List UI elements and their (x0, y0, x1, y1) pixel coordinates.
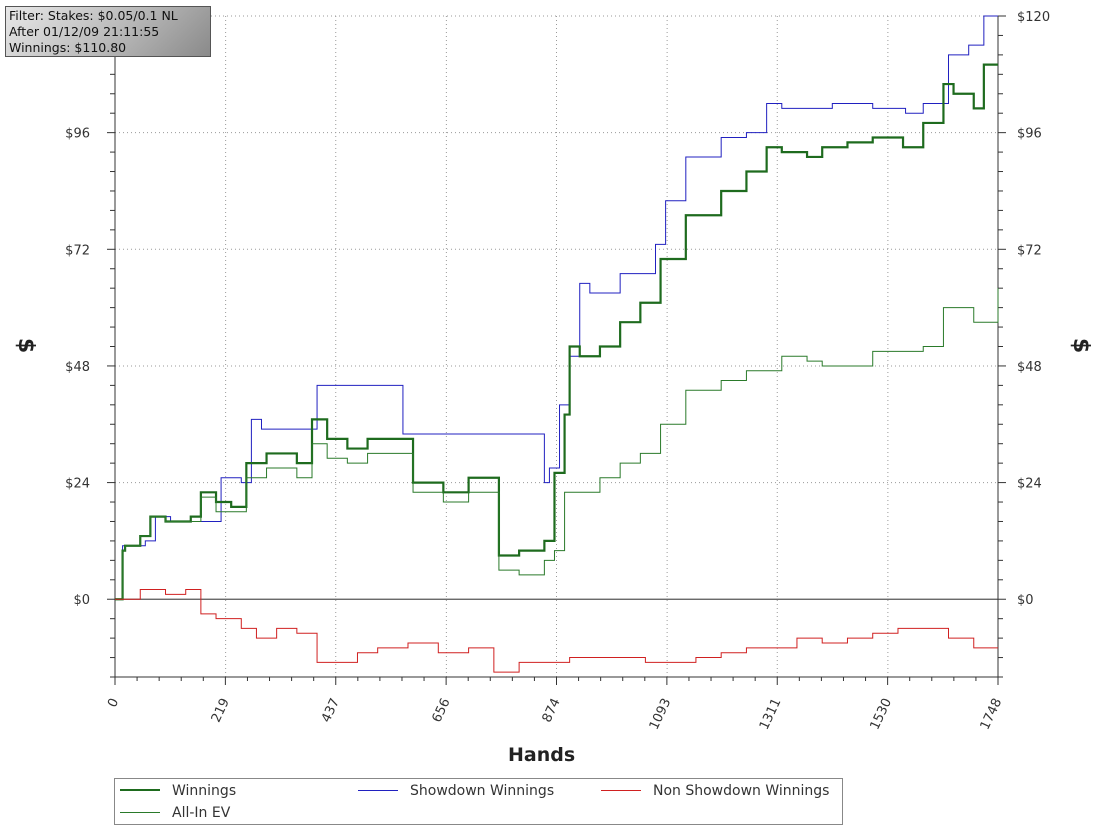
ticks: $0$0$24$24$48$48$72$72$96$96$120$1200219… (57, 10, 1050, 732)
series-winnings (115, 63, 998, 601)
legend-item-showdown: Showdown Winnings (358, 781, 554, 801)
x-tick-label: 874 (540, 696, 564, 725)
x-tick-label: 437 (319, 696, 343, 725)
y-tick-label-left: $24 (65, 477, 90, 492)
grid (115, 15, 998, 677)
x-axis-title: Hands (508, 744, 576, 766)
series-non-showdown-winnings (115, 589, 998, 673)
legend-label: Showdown Winnings (410, 783, 555, 799)
legend-swatch-showdown (358, 789, 398, 791)
legend: Winnings Showdown Winnings Non Showdown … (114, 778, 843, 825)
filter-info-box: Filter: Stakes: $0.05/0.1 NL After 01/12… (5, 6, 211, 57)
y-tick-label-right: $120 (1017, 10, 1050, 25)
legend-label: All-In EV (172, 805, 231, 821)
y-tick-label-left: $96 (65, 127, 90, 142)
x-tick-label: 219 (209, 696, 233, 725)
series-lines (115, 15, 999, 673)
y-tick-label-right: $72 (1017, 243, 1042, 258)
legend-item-winnings: Winnings (120, 781, 236, 801)
y-tick-label-left: $72 (65, 243, 90, 258)
legend-swatch-winnings (120, 789, 160, 791)
filter-line-stakes: Filter: Stakes: $0.05/0.1 NL (9, 8, 178, 23)
y-axis-title-right: $ (1068, 337, 1094, 354)
legend-swatch-all-in-ev (120, 811, 160, 813)
filter-line-winnings: Winnings: $110.80 (9, 40, 127, 55)
y-tick-label-right: $96 (1017, 127, 1042, 142)
legend-item-all-in-ev: All-In EV (120, 803, 230, 823)
x-tick-label: 1748 (978, 696, 1006, 732)
series-showdown-winnings (115, 15, 998, 600)
legend-label: Non Showdown Winnings (653, 783, 830, 799)
y-tick-label-right: $0 (1017, 593, 1034, 608)
legend-item-non-showdown: Non Showdown Winnings (601, 781, 829, 801)
x-tick-label: 0 (105, 696, 122, 710)
y-tick-label-right: $48 (1017, 360, 1042, 375)
legend-label: Winnings (172, 783, 237, 799)
x-tick-label: 1093 (647, 696, 675, 732)
x-tick-label: 656 (430, 696, 454, 725)
x-tick-label: 1530 (868, 696, 896, 732)
legend-swatch-non-showdown (601, 789, 641, 791)
axes (114, 16, 999, 678)
y-tick-label-left: $48 (65, 360, 90, 375)
y-axis-title-left: $ (13, 337, 39, 354)
y-tick-label-right: $24 (1017, 477, 1042, 492)
x-tick-label: 1311 (757, 696, 785, 732)
y-tick-label-left: $0 (73, 593, 90, 608)
filter-line-date: After 01/12/09 21:11:55 (9, 24, 160, 39)
series-all-in-ev (115, 288, 999, 600)
